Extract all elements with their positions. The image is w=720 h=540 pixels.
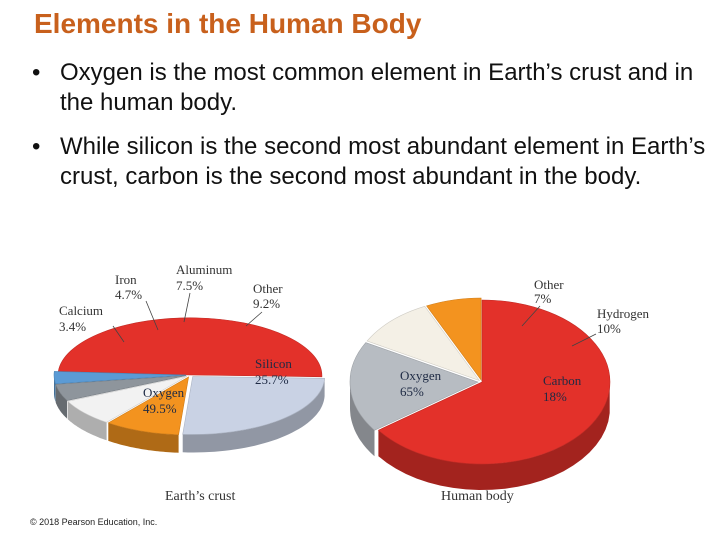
leader-aluminum — [183, 292, 191, 323]
label-carbon-name: Carbon — [543, 373, 582, 388]
earth-crust-pie — [53, 317, 325, 453]
label-calcium-name: Calcium — [59, 303, 103, 318]
bullet-item: • Oxygen is the most common element in E… — [32, 58, 712, 118]
leader-iron — [145, 300, 159, 331]
bullet-dot: • — [32, 59, 41, 86]
label-body-oxygen-name: Oxygen — [400, 368, 442, 383]
pie-side-oxygen — [378, 387, 610, 490]
bullet-text: While silicon is the second most abundan… — [60, 133, 706, 190]
bullet-list: • Oxygen is the most common element in E… — [32, 58, 712, 206]
label-silicon-name: Silicon — [255, 356, 292, 371]
bullet-dot: • — [32, 133, 41, 160]
pie-slice-iron — [55, 375, 187, 401]
human-body-labels: Other 7% Hydrogen 10% Carbon 18% Oxygen … — [400, 277, 649, 504]
leader-hydrogen — [571, 333, 597, 347]
label-carbon-pct: 18% — [543, 389, 567, 404]
pie-slice-oxygen — [377, 299, 611, 465]
pie-side-other — [108, 422, 179, 453]
label-hydrogen-pct: 10% — [597, 321, 621, 336]
pie-slice-aluminum — [67, 376, 188, 423]
label-iron-name: Iron — [115, 272, 137, 287]
leader-calcium — [112, 325, 125, 343]
caption-earth-crust: Earth’s crust — [165, 489, 235, 504]
copyright-notice: © 2018 Pearson Education, Inc. — [30, 517, 158, 527]
label-body-other-name: Other — [534, 277, 564, 292]
pie-slice-calcium — [53, 371, 187, 385]
pie-slice-other — [426, 297, 482, 381]
earth-crust-labels: Iron 4.7% Aluminum 7.5% Other 9.2% Calci… — [59, 262, 292, 504]
label-silicon-pct: 25.7% — [255, 372, 289, 387]
label-body-oxygen-pct: 65% — [400, 384, 424, 399]
pie-slice-silicon — [182, 376, 325, 435]
human-body-pie — [349, 297, 611, 490]
pie-side-aluminum — [67, 401, 107, 441]
pie-side-carbon — [350, 382, 375, 457]
pie-slice-other — [107, 376, 190, 436]
label-aluminum-name: Aluminum — [176, 262, 232, 277]
label-hydrogen-name: Hydrogen — [597, 306, 649, 321]
label-body-other-pct: 7% — [534, 291, 552, 306]
pie-side-silicon — [182, 378, 325, 453]
label-other-pct: 9.2% — [253, 296, 280, 311]
label-iron-pct: 4.7% — [115, 287, 142, 302]
leader-other — [245, 311, 263, 327]
pie-side-iron — [55, 384, 68, 419]
pie-side-calcium — [54, 375, 56, 402]
label-other-name: Other — [253, 281, 283, 296]
bullet-text: Oxygen is the most common element in Ear… — [60, 59, 694, 116]
pie-slice-carbon — [349, 342, 479, 431]
label-oxygen-name: Oxygen — [143, 385, 185, 400]
leader-body-other — [521, 305, 541, 327]
label-oxygen-pct: 49.5% — [143, 401, 177, 416]
pie-slice-hydrogen — [366, 305, 481, 382]
label-aluminum-pct: 7.5% — [176, 278, 203, 293]
caption-human-body: Human body — [441, 489, 514, 504]
pie-slice-oxygen — [57, 317, 323, 378]
label-calcium-pct: 3.4% — [59, 319, 86, 334]
slide-title: Elements in the Human Body — [34, 8, 422, 39]
bullet-item: • While silicon is the second most abund… — [32, 132, 712, 192]
